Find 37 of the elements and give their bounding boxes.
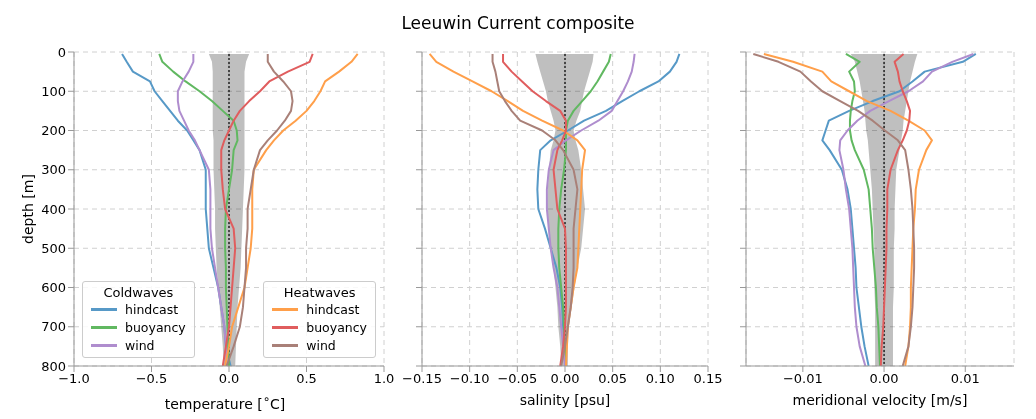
x-tick-label: 0.0 — [218, 371, 240, 387]
x-axis-title: meridional velocity [m/s] — [791, 392, 969, 408]
legend-label: buoyancy — [306, 319, 367, 335]
y-tick-label: 200 — [41, 123, 66, 139]
x-tick-label: 0.00 — [869, 371, 899, 387]
legend-label: hindcast — [306, 301, 360, 317]
x-tick-label: −0.15 — [402, 371, 442, 387]
y-tick-label: 300 — [41, 162, 66, 178]
x-axis-title: temperature [$^{∘}$C] — [163, 392, 287, 412]
chart-title: Leeuwin Current composite — [400, 12, 636, 35]
y-axis-title: depth [m] — [19, 174, 36, 244]
x-tick-label: −0.5 — [135, 371, 168, 387]
x-tick-label: 0.01 — [950, 371, 980, 387]
legend-label: hindcast — [125, 301, 179, 317]
y-tick-label: 700 — [41, 319, 66, 335]
x-tick-label: 0.15 — [693, 371, 723, 387]
x-tick-label: 0.00 — [550, 371, 580, 387]
x-axis-title: salinity [psu] — [518, 392, 612, 408]
y-tick-label: 800 — [41, 358, 66, 374]
x-tick-label: −0.01 — [782, 371, 823, 387]
x-tick-label: 0.05 — [598, 371, 628, 387]
y-tick-label: 600 — [41, 280, 66, 296]
x-tick-label: −1.0 — [58, 371, 90, 387]
x-tick-label: 0.10 — [645, 371, 675, 387]
legend-label: buoyancy — [125, 319, 186, 335]
y-tick-label: 0 — [57, 44, 66, 60]
legend-label: wind — [306, 337, 336, 353]
legend-label: wind — [125, 337, 155, 353]
y-tick-label: 400 — [41, 201, 66, 217]
x-tick-label: 1.0 — [373, 371, 395, 387]
text: Heatwaves — [283, 285, 356, 300]
y-tick-label: 500 — [41, 240, 66, 256]
y-tick-label: 100 — [41, 83, 66, 99]
x-tick-label: −0.10 — [449, 371, 490, 387]
text: Coldwaves — [103, 285, 174, 300]
x-tick-label: −0.05 — [497, 371, 538, 387]
x-tick-label: 0.5 — [296, 371, 317, 387]
